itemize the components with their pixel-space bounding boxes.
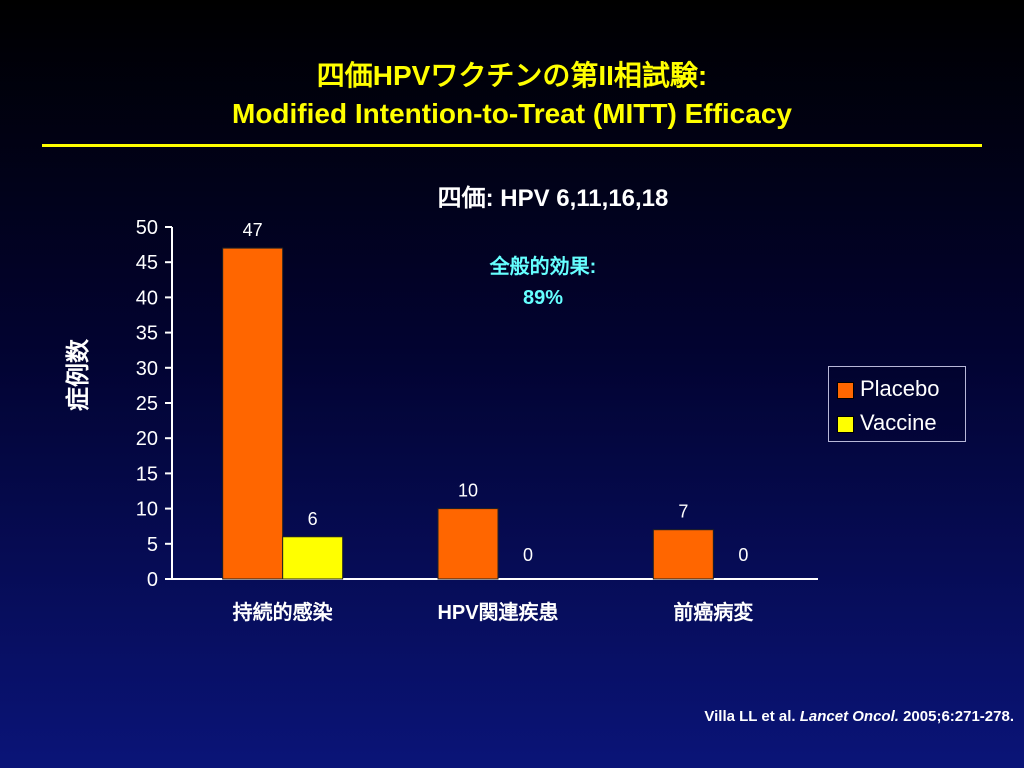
slide-title-line-2: Modified Intention-to-Treat (MITT) Effic… xyxy=(232,98,792,129)
y-tick-label: 35 xyxy=(136,323,158,345)
legend-label-placebo: Placebo xyxy=(860,376,940,401)
x-tick-label: 持続的感染 xyxy=(233,600,334,624)
efficacy-annotation-label: 全般的効果: xyxy=(489,254,597,278)
y-tick-label: 50 xyxy=(136,217,158,239)
y-tick-label: 30 xyxy=(136,358,158,380)
citation-authors: Villa LL et al. xyxy=(704,708,796,725)
y-tick-label: 20 xyxy=(136,428,158,450)
x-tick-label: 前癌病変 xyxy=(673,600,753,624)
bar-placebo xyxy=(652,529,714,580)
legend-item-placebo: Placebo xyxy=(837,375,940,403)
legend-item-vaccine: Vaccine xyxy=(837,409,937,437)
y-tick-label: 10 xyxy=(136,499,158,521)
data-label-vaccine: 6 xyxy=(308,509,318,529)
bar-placebo xyxy=(437,508,499,580)
bar-placebo xyxy=(222,247,284,580)
citation-details: 2005;6:271-278. xyxy=(903,708,1014,725)
data-label-placebo: 7 xyxy=(678,502,688,522)
chart-title: 四価: HPV 6,11,16,18 xyxy=(438,185,669,212)
y-tick-label: 5 xyxy=(147,534,158,556)
efficacy-annotation-value: 89% xyxy=(523,287,563,309)
citation-journal: Lancet Oncol. xyxy=(799,708,899,725)
chart-legend: Placebo Vaccine xyxy=(828,366,966,442)
slide-title-line-1: 四価HPVワクチンの第II相試験: xyxy=(316,60,708,91)
title-divider xyxy=(42,144,982,147)
bar-vaccine xyxy=(282,536,344,580)
data-label-placebo: 47 xyxy=(243,220,263,240)
legend-label-vaccine: Vaccine xyxy=(860,410,937,435)
data-label-placebo: 10 xyxy=(458,481,478,501)
y-tick-label: 15 xyxy=(136,463,158,485)
y-tick-label: 0 xyxy=(147,569,158,591)
y-axis-label: 症例数 xyxy=(64,338,92,411)
legend-swatch-placebo xyxy=(837,381,854,399)
y-tick-label: 25 xyxy=(136,393,158,415)
citation: Villa LL et al. Lancet Oncol. 2005;6:271… xyxy=(704,708,1014,725)
data-label-vaccine: 0 xyxy=(738,545,748,565)
y-tick-label: 45 xyxy=(136,252,158,274)
x-tick-label: HPV関連疾患 xyxy=(437,600,558,624)
data-label-vaccine: 0 xyxy=(523,545,533,565)
y-tick-label: 40 xyxy=(136,287,158,309)
legend-swatch-vaccine xyxy=(837,415,854,433)
